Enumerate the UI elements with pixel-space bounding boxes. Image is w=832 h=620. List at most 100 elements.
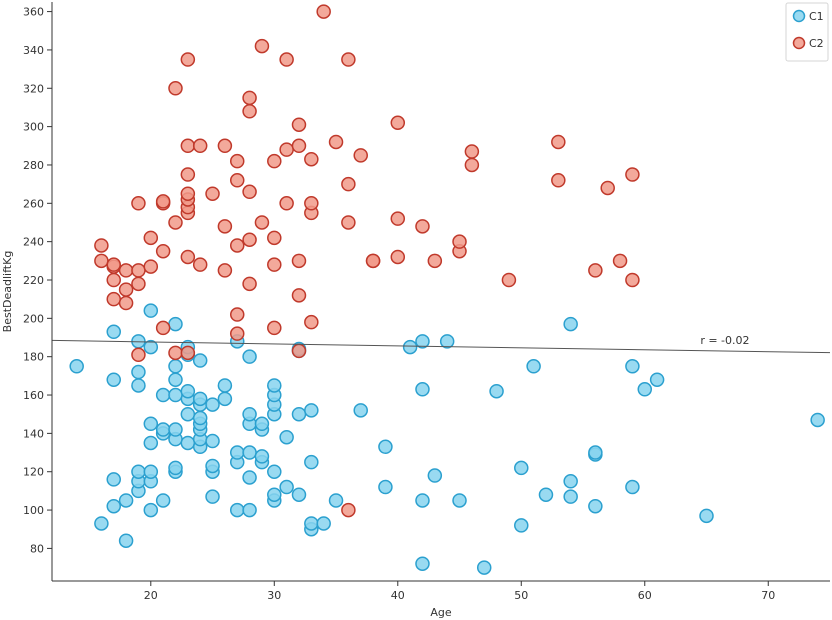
- point-c1: [476, 560, 492, 575]
- points-layer: [69, 4, 825, 575]
- y-tick-label: 160: [23, 389, 44, 402]
- point-c2: [267, 153, 282, 169]
- point-c1: [489, 383, 504, 399]
- point-c2: [242, 104, 257, 119]
- point-c1: [143, 416, 159, 432]
- point-c1: [415, 556, 430, 571]
- point-c1: [649, 372, 665, 387]
- point-c1: [316, 516, 331, 531]
- point-c2: [217, 138, 233, 154]
- y-tick-label: 220: [23, 274, 44, 287]
- point-c1: [514, 518, 529, 533]
- point-c2: [600, 180, 615, 196]
- point-c1: [514, 460, 529, 476]
- point-c1: [106, 324, 121, 340]
- point-c2: [192, 138, 208, 154]
- point-c2: [155, 194, 171, 209]
- point-c1: [588, 498, 603, 514]
- point-c1: [205, 433, 220, 449]
- legend: C1 C2: [785, 2, 829, 62]
- point-c2: [192, 257, 208, 272]
- point-c1: [143, 464, 159, 479]
- point-c1: [242, 349, 257, 364]
- point-c2: [427, 253, 443, 269]
- point-c2: [118, 295, 134, 311]
- point-c2: [94, 238, 109, 253]
- point-c1: [155, 422, 171, 437]
- point-c2: [551, 173, 566, 188]
- point-c2: [316, 4, 331, 19]
- point-c1: [168, 372, 183, 387]
- point-c1: [143, 435, 159, 451]
- point-c1: [143, 502, 159, 518]
- y-tick-label: 280: [23, 159, 44, 172]
- point-c2: [291, 343, 307, 359]
- point-c2: [180, 52, 196, 67]
- point-c1: [279, 429, 294, 445]
- point-c1: [427, 468, 443, 483]
- point-c2: [452, 234, 467, 249]
- point-c1: [291, 406, 307, 422]
- point-c1: [810, 412, 825, 428]
- point-c2: [254, 38, 270, 54]
- point-c2: [180, 345, 196, 361]
- point-c1: [69, 359, 84, 374]
- point-c2: [341, 215, 356, 230]
- y-tick-label: 180: [23, 351, 44, 364]
- y-tick-label: 240: [23, 236, 44, 249]
- point-c2: [390, 115, 406, 131]
- point-c1: [538, 487, 554, 502]
- point-c1: [192, 410, 208, 426]
- x-axis-label: Age: [430, 606, 452, 619]
- point-c2: [267, 257, 282, 272]
- point-c2: [180, 186, 196, 201]
- point-c1: [378, 439, 393, 455]
- point-c1: [143, 303, 159, 318]
- point-c2: [242, 184, 257, 200]
- y-tick-label: 360: [23, 6, 44, 19]
- point-c2: [390, 249, 406, 265]
- point-c2: [229, 153, 245, 169]
- y-tick-label: 80: [30, 542, 44, 555]
- point-c1: [328, 493, 344, 508]
- point-c2: [180, 249, 196, 265]
- point-c2: [155, 320, 171, 336]
- point-c2: [304, 151, 319, 167]
- point-c1: [439, 334, 455, 349]
- point-c1: [267, 378, 282, 393]
- x-ticks: 20 30 40 50 60 70: [144, 581, 775, 602]
- point-c2: [242, 276, 257, 292]
- point-c1: [168, 316, 183, 332]
- point-c1: [192, 353, 208, 368]
- point-c1: [217, 378, 233, 393]
- point-c2: [291, 138, 307, 154]
- point-c2: [205, 186, 220, 201]
- point-c1: [180, 406, 196, 422]
- point-c1: [192, 391, 208, 407]
- point-c2: [353, 148, 368, 163]
- point-c2: [118, 282, 134, 297]
- point-c1: [131, 364, 146, 380]
- point-c1: [205, 458, 220, 474]
- point-c2: [341, 52, 356, 67]
- point-c1: [242, 470, 257, 485]
- point-c2: [94, 253, 109, 269]
- point-c1: [155, 493, 171, 508]
- point-c2: [415, 219, 430, 234]
- point-c2: [625, 272, 640, 288]
- point-c1: [452, 493, 467, 508]
- point-c2: [131, 276, 146, 292]
- legend-marker-c2: [792, 36, 806, 50]
- x-tick-label: 50: [514, 589, 528, 602]
- point-c2: [501, 272, 517, 288]
- point-c1: [304, 516, 319, 531]
- point-c2: [267, 230, 282, 246]
- point-c2: [217, 263, 233, 278]
- y-tick-label: 100: [23, 504, 44, 517]
- point-c1: [229, 502, 245, 518]
- point-c2: [229, 307, 245, 322]
- point-c1: [106, 498, 121, 514]
- correlation-annotation: r = -0.02: [700, 334, 749, 347]
